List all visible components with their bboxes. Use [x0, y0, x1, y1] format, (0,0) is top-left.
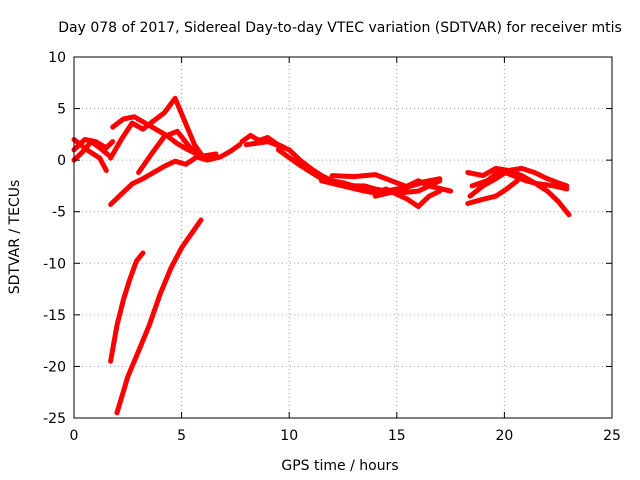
x-tick-label: 20	[495, 428, 513, 444]
series-track-late-c	[465, 178, 520, 206]
series-track-late-d	[469, 168, 570, 192]
x-axis-label: GPS time / hours	[281, 458, 398, 474]
series-track-steep-upper	[108, 250, 146, 364]
y-tick-label: -10	[43, 256, 66, 272]
grid-layer	[74, 57, 612, 418]
series-track-rise-to-peak	[108, 95, 206, 161]
series-track-late-b	[467, 168, 572, 218]
y-tick-label: -20	[43, 359, 66, 375]
y-tick-label: 0	[57, 153, 66, 169]
tick-layer: 0 5 10 15 20 25 -25 -20 -15 -10 -5 0 5 10	[43, 50, 621, 444]
y-tick-label: -5	[52, 205, 66, 221]
y-tick-label: 5	[57, 102, 66, 118]
plot-frame	[73, 56, 613, 419]
x-tick-label: 15	[388, 428, 406, 444]
y-tick-label: 10	[48, 50, 66, 66]
series-track-midday-d	[329, 172, 443, 190]
x-tick-label: 0	[70, 428, 79, 444]
y-tick-label: -25	[43, 411, 66, 427]
series-track-late-a	[465, 165, 570, 189]
series-layer	[71, 95, 572, 416]
series-track-midday-e	[372, 178, 454, 199]
series-track-cross	[136, 128, 219, 175]
series-track-low-rising	[108, 142, 243, 207]
y-tick-label: -15	[43, 308, 66, 324]
x-tick-label: 25	[603, 428, 621, 444]
series-track-steep-lower	[114, 217, 204, 416]
x-tick-label: 5	[177, 428, 186, 444]
series-track-early-cluster-c	[71, 137, 116, 153]
x-tick-label: 10	[280, 428, 298, 444]
chart-title: Day 078 of 2017, Sidereal Day-to-day VTE…	[58, 20, 622, 36]
y-axis-label: SDTVAR / TECUs	[7, 180, 23, 295]
